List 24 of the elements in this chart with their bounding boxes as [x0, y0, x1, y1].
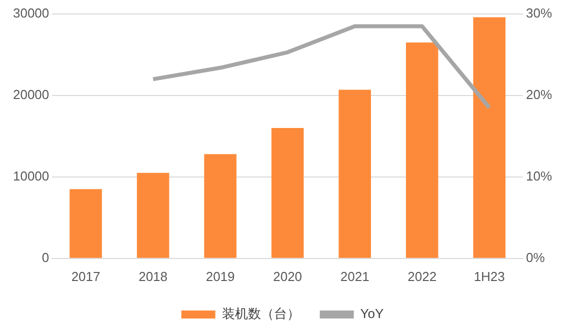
y2-tick-label: 30% — [526, 6, 552, 21]
x-tick-label: 2022 — [408, 268, 437, 284]
bar — [338, 90, 371, 258]
x-tick-label: 2020 — [273, 268, 302, 284]
bar — [204, 154, 236, 258]
y2-tick-label: 10% — [526, 168, 552, 184]
x-tick-label: 2017 — [71, 268, 100, 284]
bar — [473, 17, 506, 258]
x-tick-label: 2018 — [138, 268, 168, 284]
y-tick-label: 10000 — [12, 168, 50, 184]
x-tick-label: 1H23 — [474, 268, 505, 284]
y2-tick-label: 20% — [526, 87, 552, 102]
bar — [70, 189, 102, 258]
legend-label: YoY — [360, 306, 384, 322]
x-tick-label: 2021 — [340, 268, 370, 284]
bar — [271, 128, 304, 258]
y-tick-label: 20000 — [12, 87, 50, 102]
bar — [136, 172, 170, 258]
y-tick-label: 0 — [42, 250, 50, 265]
bar — [406, 42, 438, 258]
y2-tick-label: 0% — [526, 250, 546, 265]
x-tick-label: 2019 — [206, 268, 235, 284]
y-tick-label: 30000 — [12, 6, 50, 21]
legend-label: 装机数（台） — [222, 306, 300, 322]
